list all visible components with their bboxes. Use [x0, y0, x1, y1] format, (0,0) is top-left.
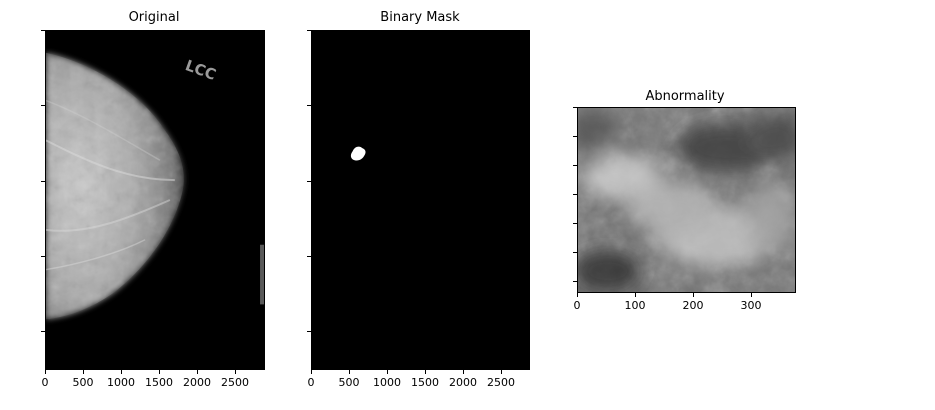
binary-mask-image	[311, 30, 530, 370]
original-x-tick: 2500	[221, 376, 249, 389]
mask-x-tick: 1500	[411, 376, 439, 389]
original-title: Original	[128, 10, 180, 25]
original-x-tick: 1000	[107, 376, 135, 389]
abnormality-x-tick: 300	[740, 299, 762, 312]
mask-x-tick: 2000	[449, 376, 477, 389]
abnormality-crop-image	[577, 107, 796, 293]
mask-x-tick: 0	[307, 376, 315, 389]
binary-mask-title: Binary Mask	[380, 10, 460, 25]
abnormality-x-tick: 200	[682, 299, 704, 312]
original-x-tick: 2000	[183, 376, 211, 389]
abnormality-title: Abnormality	[645, 89, 725, 104]
mask-x-tick: 1000	[373, 376, 401, 389]
original-x-tick: 1500	[145, 376, 173, 389]
mask-x-tick: 2500	[487, 376, 515, 389]
abnormality-x-tick: 100	[624, 299, 646, 312]
mask-blob	[350, 146, 366, 161]
original-mammogram-image: LCC	[45, 30, 265, 370]
original-x-tick: 500	[72, 376, 94, 389]
mask-x-tick: 500	[338, 376, 360, 389]
original-x-tick: 0	[41, 376, 49, 389]
abnormality-x-tick: 0	[573, 299, 581, 312]
